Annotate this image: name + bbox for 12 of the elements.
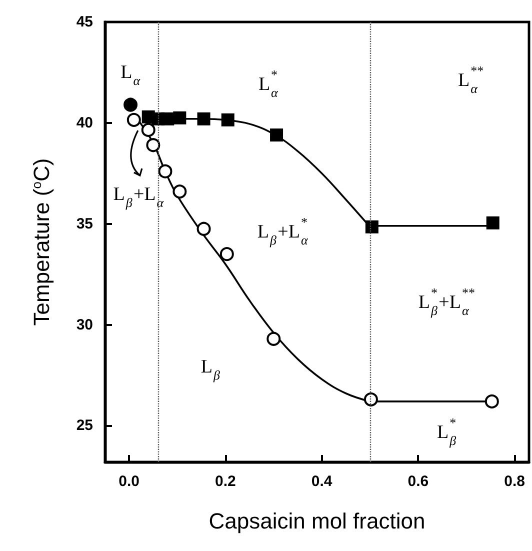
- x-tick-label: 0.6: [408, 473, 429, 490]
- x-tick-label: 0.4: [311, 473, 333, 490]
- x-tick-label: 0.0: [118, 473, 140, 490]
- x-tick-label: 0.2: [215, 473, 236, 490]
- y-tick-label: 40: [76, 114, 93, 132]
- y-tick-label: 35: [76, 215, 93, 232]
- x-tick-label: 0.8: [504, 473, 525, 490]
- y-tick-label: 45: [76, 14, 93, 30]
- x-axis-title: Capsaicin mol fraction: [208, 508, 426, 534]
- y-tick-label: 25: [76, 417, 93, 434]
- y-tick-label: 30: [76, 316, 93, 334]
- y-axis-title: Temperature (oC): [29, 158, 54, 326]
